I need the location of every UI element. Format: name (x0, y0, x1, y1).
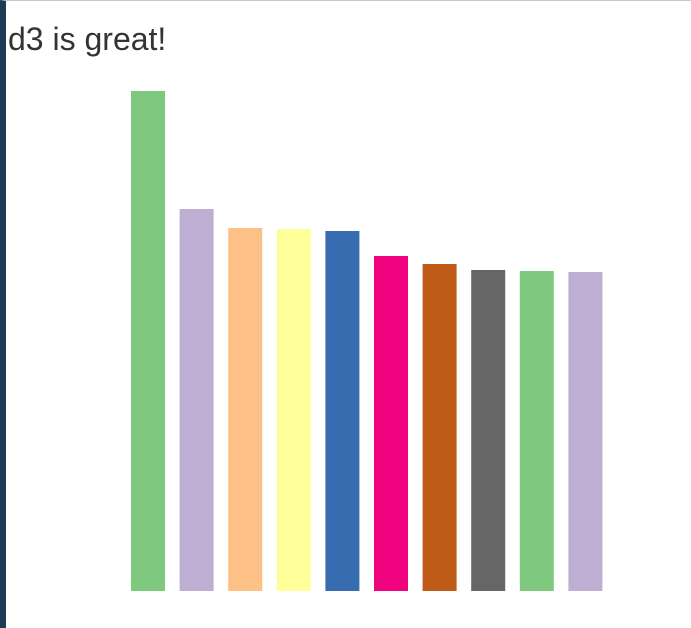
chart-title: d3 is great! (8, 21, 166, 57)
bar (228, 228, 263, 591)
bar (519, 271, 554, 591)
bar (179, 209, 214, 591)
bar (374, 256, 408, 591)
bar (276, 229, 311, 591)
bar (325, 231, 360, 591)
bar (131, 91, 165, 591)
bar (568, 272, 603, 591)
bar (422, 264, 457, 591)
bar (471, 270, 506, 591)
